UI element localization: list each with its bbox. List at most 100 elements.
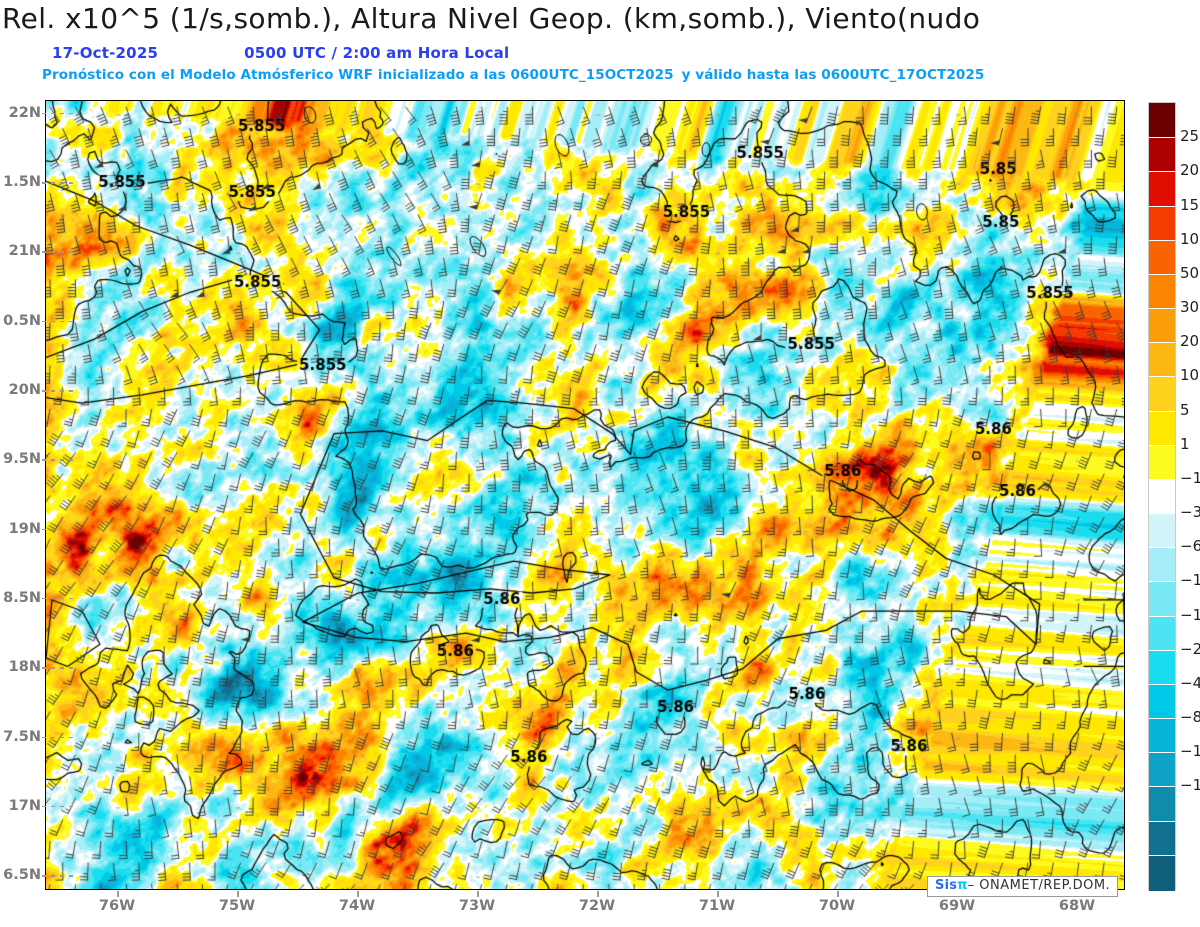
y-tick-mark	[69, 597, 73, 600]
colorbar-segment	[1149, 273, 1175, 310]
model-valid-text: y válido hasta las 0600UTC_17OCT2025	[681, 67, 985, 83]
y-tick-label: 9.5N	[3, 451, 41, 468]
y-tick-mark	[42, 528, 46, 531]
y-tick-mark	[42, 597, 46, 600]
colorbar-tick-label: −42	[1180, 673, 1200, 692]
colorbar-tick-label: −26	[1180, 639, 1200, 658]
colorbar-segment	[1149, 854, 1175, 891]
colorbar-segment	[1149, 752, 1175, 789]
y-tick-mark	[42, 667, 46, 669]
y-tick-label: 21N	[8, 243, 41, 260]
y-tick-mark	[51, 182, 55, 184]
y-tick-label: 18N	[8, 659, 41, 676]
y-tick-mark	[51, 459, 55, 461]
colorbar-tick-label: −18	[1180, 605, 1200, 624]
y-tick-label: 22N	[8, 104, 41, 121]
y-tick-label: 20N	[8, 382, 41, 399]
colorbar-tick-label: −160	[1180, 776, 1200, 795]
credit-badge: Sisπ– ONAMET/REP.DOM.	[927, 876, 1119, 897]
x-tick-label: 75W	[218, 898, 256, 914]
y-tick-mark	[42, 736, 46, 739]
credit-tt-icon: π	[957, 878, 968, 893]
subtitle-date-time: 17-Oct-2025 0500 UTC / 2:00 am Hora Local	[52, 44, 509, 62]
colorbar-segment	[1149, 205, 1175, 242]
colorbar[interactable]	[1148, 102, 1176, 891]
colorbar-segment	[1149, 308, 1175, 344]
y-tick-mark	[60, 736, 64, 739]
model-description: Pronóstico con el Modelo Atmósferico WRF…	[42, 67, 984, 83]
y-tick-mark	[60, 805, 64, 808]
x-tick-mark	[237, 891, 239, 897]
y-tick-mark	[60, 528, 64, 531]
y-tick-mark	[60, 667, 64, 669]
colorbar-segment	[1149, 103, 1175, 138]
y-tick-mark	[60, 390, 64, 392]
colorbar-segment	[1149, 820, 1175, 857]
colorbar-segment	[1149, 581, 1175, 618]
y-tick-mark	[60, 459, 64, 461]
x-tick-mark	[717, 891, 719, 897]
y-tick-mark	[42, 112, 46, 115]
colorbar-segment	[1149, 342, 1175, 378]
y-tick-mark	[69, 251, 73, 253]
y-tick-mark	[69, 736, 73, 739]
y-tick-mark	[42, 805, 46, 808]
colorbar-tick-label: 100	[1180, 229, 1200, 248]
colorbar-tick-label: 1	[1180, 434, 1190, 453]
colorbar-segment	[1149, 615, 1175, 652]
colorbar-segment	[1149, 786, 1175, 823]
x-tick-mark	[117, 891, 119, 897]
y-tick-mark	[51, 251, 55, 253]
x-tick-label: 74W	[338, 898, 376, 914]
page-title: Rel. x10^5 (1/s,somb.), Altura Nivel Geo…	[2, 2, 981, 35]
forecast-date: 17-Oct-2025	[52, 44, 159, 62]
y-tick-mark	[69, 528, 73, 531]
y-tick-mark	[51, 736, 55, 739]
x-tick-label: 76W	[98, 898, 136, 914]
y-tick-label: 7.5N	[3, 728, 41, 745]
colorbar-tick-label: −80	[1180, 708, 1200, 727]
y-tick-mark	[51, 597, 55, 600]
y-tick-mark	[51, 390, 55, 392]
colorbar-segment	[1149, 718, 1175, 754]
colorbar-tick-label: 250	[1180, 127, 1200, 146]
x-tick-label: 68W	[1058, 898, 1096, 914]
colorbar-tick-label: −12	[1180, 571, 1200, 590]
y-tick-mark	[42, 251, 46, 253]
x-tick-mark	[597, 891, 599, 897]
colorbar-tick-label: 5	[1180, 400, 1190, 419]
y-tick-label: 1.5N	[3, 174, 41, 191]
y-tick-mark	[42, 875, 46, 877]
y-tick-mark	[60, 251, 64, 253]
y-tick-mark	[51, 667, 55, 669]
colorbar-tick-label: −1	[1180, 468, 1200, 487]
colorbar-segment	[1149, 137, 1175, 173]
colorbar-tick-label: −6	[1180, 537, 1200, 556]
colorbar-tick-label: 200	[1180, 161, 1200, 180]
colorbar-segment	[1149, 410, 1175, 447]
x-tick-mark	[837, 891, 839, 897]
y-tick-label: 19N	[8, 520, 41, 537]
colorbar-segment	[1149, 171, 1175, 208]
y-tick-mark	[60, 182, 64, 184]
y-tick-mark	[60, 875, 64, 877]
colorbar-tick-label: −120	[1180, 742, 1200, 761]
credit-sis-text: Sis	[935, 878, 958, 893]
y-tick-mark	[60, 112, 64, 115]
colorbar-tick-label: 150	[1180, 195, 1200, 214]
y-tick-mark	[42, 320, 46, 323]
y-tick-mark	[42, 459, 46, 461]
colorbar-segment	[1149, 444, 1175, 481]
colorbar-tick-label: 10	[1180, 366, 1200, 385]
y-tick-mark	[51, 528, 55, 531]
map-plot-area[interactable]	[45, 100, 1125, 890]
x-tick-label: 69W	[938, 898, 976, 914]
colorbar-segment	[1149, 376, 1175, 413]
y-tick-mark	[51, 320, 55, 323]
x-tick-mark	[477, 891, 479, 897]
forecast-time: 0500 UTC / 2:00 am Hora Local	[244, 44, 510, 62]
y-tick-mark	[69, 182, 73, 184]
x-tick-label: 72W	[578, 898, 616, 914]
colorbar-segment	[1149, 513, 1175, 549]
